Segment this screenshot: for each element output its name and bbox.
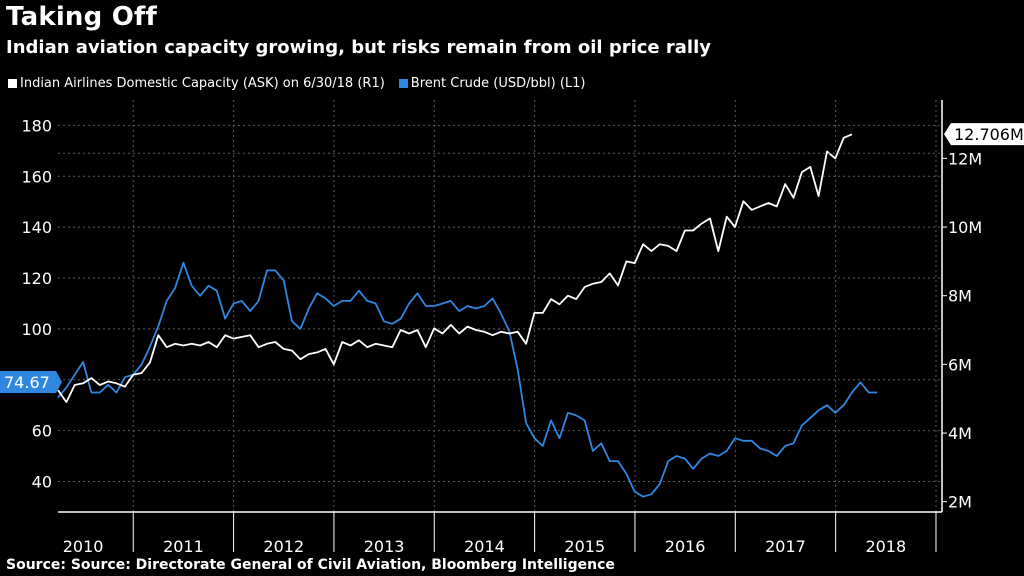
last-value-pointer-brent <box>56 371 62 393</box>
y-left-tick-label: 180 <box>21 116 52 135</box>
last-value-label-brent: 74.67 <box>4 373 50 392</box>
x-tick-label: 2016 <box>665 537 706 556</box>
series-line-brent <box>57 261 878 498</box>
y-left-tick-label: 120 <box>21 269 52 288</box>
y-right-tick-label: 4M <box>948 424 972 443</box>
y-left-tick-label: 60 <box>32 422 52 441</box>
x-tick-label: 2017 <box>765 537 806 556</box>
y-left-tick-label: 40 <box>32 472 52 491</box>
chart-subtitle: Indian aviation capacity growing, but ri… <box>6 37 711 58</box>
x-tick-label: 2013 <box>364 537 405 556</box>
x-tick-label: 2010 <box>63 537 104 556</box>
x-tick-label: 2012 <box>263 537 304 556</box>
last-value-tag-capacity <box>951 123 1024 146</box>
x-tick-label: 2018 <box>865 537 906 556</box>
y-right-tick-label: 6M <box>948 355 972 374</box>
x-tick-label: 2015 <box>564 537 605 556</box>
legend: Indian Airlines Domestic Capacity (ASK) … <box>8 76 600 91</box>
last-value-label-capacity: 12.706M <box>954 125 1024 144</box>
y-left-tick-label: 100 <box>21 320 52 339</box>
legend-item-capacity: Indian Airlines Domestic Capacity (ASK) … <box>8 76 385 91</box>
y-right-tick-label: 12M <box>948 149 982 168</box>
chart-title: Taking Off <box>6 2 158 32</box>
legend-item-brent: Brent Crude (USD/bbl) (L1) <box>398 76 586 91</box>
source-note: Source: Source: Directorate General of C… <box>6 557 615 573</box>
y-right-tick-label: 10M <box>948 218 982 237</box>
last-value-tag-brent <box>0 371 56 393</box>
legend-swatch-capacity <box>8 79 17 88</box>
x-tick-label: 2011 <box>163 537 204 556</box>
x-tick-label: 2014 <box>464 537 505 556</box>
y-right-tick-label: 2M <box>948 493 972 512</box>
y-left-tick-label: 140 <box>21 218 52 237</box>
y-right-tick-label: 8M <box>948 287 972 306</box>
legend-label-brent: Brent Crude (USD/bbl) (L1) <box>410 76 586 91</box>
last-value-pointer-capacity <box>944 123 951 146</box>
legend-label-capacity: Indian Airlines Domestic Capacity (ASK) … <box>20 76 385 91</box>
series-line-capacity <box>57 133 853 404</box>
legend-swatch-brent <box>398 79 408 88</box>
y-left-tick-label: 160 <box>21 167 52 186</box>
